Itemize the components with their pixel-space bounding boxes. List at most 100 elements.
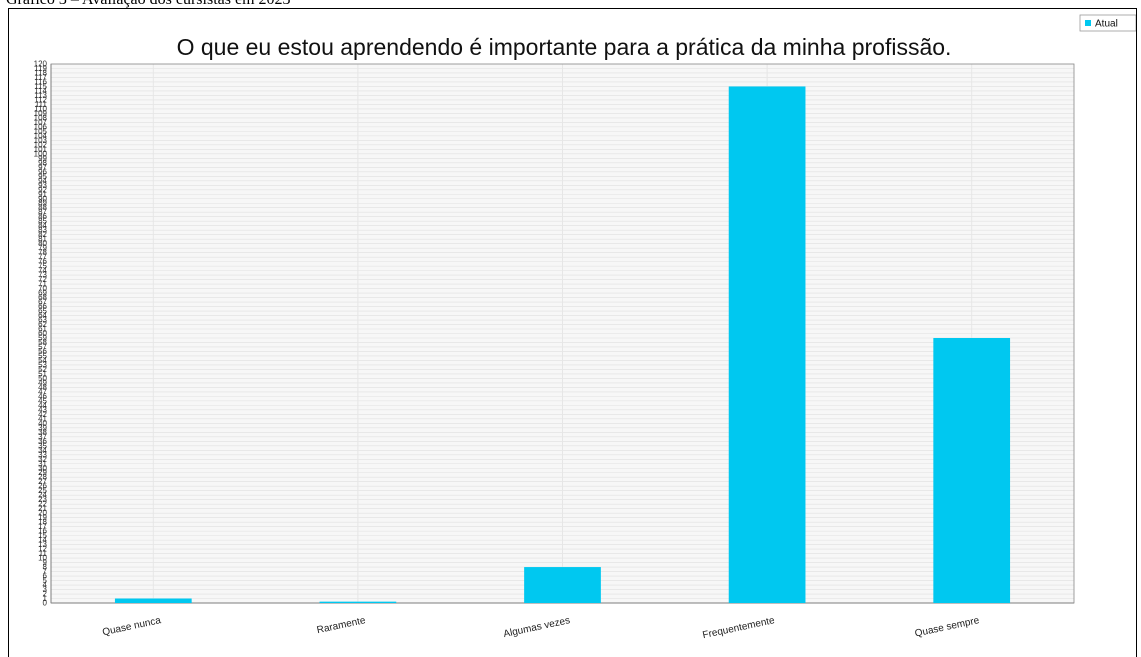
y-tick-label: 34: [38, 446, 47, 455]
chart-grid: [51, 63, 1074, 604]
y-tick-label: 91: [38, 190, 47, 199]
y-tick-label: 15: [38, 531, 47, 540]
y-tick-label: 1: [43, 594, 48, 603]
y-tick-label: 19: [38, 513, 47, 522]
y-tick-label: 111: [35, 100, 48, 109]
y-tick-label: 17: [38, 522, 47, 531]
y-tick-label: 18: [38, 518, 47, 527]
y-tick-label: 66: [38, 302, 47, 311]
bar[interactable]: [114, 598, 192, 603]
y-tick-label: 68: [38, 293, 47, 302]
y-tick-label: 108: [34, 113, 48, 122]
chart-title: O que eu estou aprendendo é importante p…: [177, 34, 952, 60]
y-tick-label: 76: [38, 257, 47, 266]
y-tick-label: 42: [38, 410, 47, 419]
y-tick-label: 67: [38, 298, 47, 307]
bar[interactable]: [933, 337, 1011, 603]
legend-box: [1079, 14, 1136, 32]
y-tick-label: 100: [34, 149, 48, 158]
y-tick-label: 95: [38, 172, 47, 181]
y-tick-label: 63: [38, 316, 47, 325]
y-tick-label: 7: [43, 567, 48, 576]
y-tick-label: 117: [34, 73, 47, 82]
y-tick-label: 12: [38, 545, 47, 554]
y-tick-label: 120: [34, 60, 48, 69]
y-tick-label: 114: [34, 86, 47, 95]
y-tick-label: 73: [38, 271, 47, 280]
bar-chart: O que eu estou aprendendo é importante p…: [34, 14, 1136, 641]
y-tick-label: 6: [43, 572, 48, 581]
y-tick-label: 35: [38, 441, 47, 450]
y-tick-label: 96: [38, 167, 47, 176]
y-tick-label: 0: [43, 599, 48, 608]
y-tick-label: 81: [38, 235, 47, 244]
y-tick-label: 50: [38, 374, 47, 383]
bar[interactable]: [728, 86, 806, 604]
y-tick-label: 43: [38, 405, 47, 414]
chart-legend[interactable]: Atual: [1079, 14, 1136, 32]
y-tick-label: 16: [38, 527, 47, 536]
x-tick-label: Raramente: [316, 615, 367, 636]
y-tick-label: 36: [38, 437, 47, 446]
y-tick-label: 102: [34, 140, 48, 149]
y-tick-label: 46: [38, 392, 47, 401]
y-tick-label: 61: [38, 325, 47, 334]
y-tick-label: 51: [38, 369, 47, 378]
y-tick-label: 60: [38, 329, 47, 338]
y-tick-label: 26: [38, 482, 47, 491]
y-tick-label: 115: [34, 82, 47, 91]
y-tick-label: 2: [43, 590, 48, 599]
y-tick-label: 101: [34, 145, 48, 154]
figure-caption: Gráfico 3 – Avaliação dos cursistas em 2…: [6, 0, 291, 8]
y-tick-label: 85: [38, 217, 47, 226]
bar[interactable]: [524, 567, 601, 603]
y-tick-label: 103: [34, 136, 48, 145]
y-tick-label: 99: [38, 154, 47, 163]
y-tick-label: 47: [38, 387, 47, 396]
y-tick-label: 44: [38, 401, 47, 410]
y-tick-label: 31: [38, 459, 47, 468]
y-tick-label: 74: [38, 266, 47, 275]
y-tick-label: 10: [38, 554, 47, 563]
y-tick-label: 22: [38, 500, 47, 509]
y-tick-label: 77: [38, 253, 47, 262]
chart-bars: [114, 86, 1011, 604]
y-tick-label: 28: [38, 473, 47, 482]
y-tick-label: 78: [38, 248, 47, 257]
y-tick-label: 30: [38, 464, 47, 473]
y-tick-label: 56: [38, 347, 47, 356]
y-tick-label: 97: [38, 163, 47, 172]
y-tick-label: 104: [34, 131, 48, 140]
y-tick-label: 33: [38, 450, 47, 459]
chart-frame: O que eu estou aprendendo é importante p…: [8, 8, 1137, 657]
y-tick-label: 39: [38, 423, 47, 432]
y-tick-label: 37: [38, 432, 47, 441]
legend-label: Atual: [1095, 19, 1118, 30]
y-tick-label: 88: [38, 203, 47, 212]
y-tick-label: 106: [34, 122, 48, 131]
y-tick-label: 25: [38, 486, 47, 495]
y-tick-label: 64: [38, 311, 47, 320]
y-tick-label: 29: [38, 468, 47, 477]
y-tick-label: 23: [38, 495, 47, 504]
y-tick-label: 65: [38, 307, 47, 316]
y-tick-label: 55: [38, 351, 47, 360]
y-tick-label: 86: [38, 212, 47, 221]
y-tick-label: 112: [34, 95, 47, 104]
y-tick-label: 11: [39, 549, 48, 558]
y-tick-label: 38: [38, 428, 47, 437]
y-tick-label: 21: [38, 504, 47, 513]
y-tick-label: 109: [34, 109, 48, 118]
y-tick-label: 69: [38, 289, 47, 298]
x-axis-labels: Quase nunca Raramente Algumas vezes Frequen…: [101, 615, 980, 641]
y-tick-label: 53: [38, 360, 47, 369]
x-tick-label: Quase nunca: [101, 615, 162, 638]
x-tick-label: Quase sempre: [914, 615, 981, 639]
y-tick-label: 90: [38, 194, 47, 203]
y-tick-label: 94: [38, 176, 47, 185]
y-tick-label: 8: [43, 563, 48, 572]
y-tick-label: 13: [38, 540, 47, 549]
bar[interactable]: [319, 601, 397, 603]
y-tick-label: 48: [38, 383, 47, 392]
y-tick-label: 71: [38, 280, 47, 289]
